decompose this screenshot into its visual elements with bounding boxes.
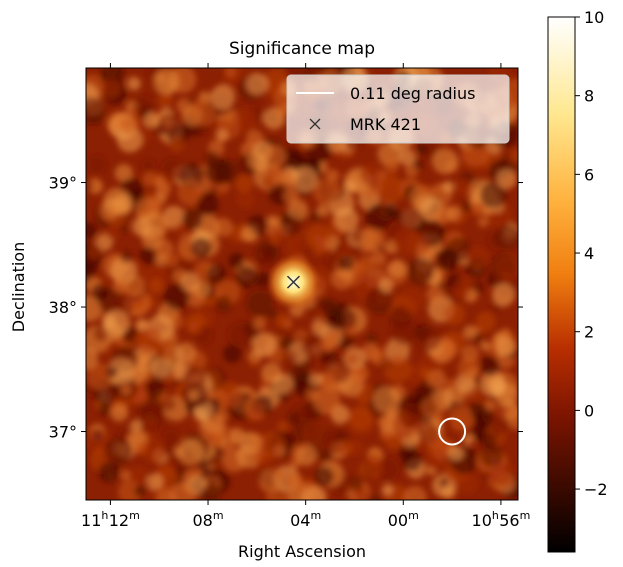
legend-label-radius: 0.11 deg radius	[350, 84, 475, 103]
chart-title: Significance map	[229, 39, 375, 59]
legend-x-marker	[309, 118, 321, 130]
legend-label-source: MRK 421	[350, 115, 421, 134]
colorbar-tick-label: 4	[584, 244, 594, 263]
legend-box	[286, 74, 510, 144]
x-tick-label: 04m	[290, 509, 321, 530]
y-axis-ticks: 39° 38° 37°	[49, 174, 523, 442]
colorbar: 10 8 6 4 2 0 −2	[547, 8, 608, 553]
colorbar-tick-label: −2	[584, 480, 608, 499]
colorbar-tick-label: 8	[584, 87, 594, 106]
x-axis-label: Right Ascension	[238, 542, 366, 561]
y-tick-label: 37°	[49, 423, 77, 442]
x-tick-label: 11h 12m	[81, 509, 140, 530]
legend: 0.11 deg radius MRK 421	[286, 74, 510, 144]
colorbar-tick-label: 0	[584, 401, 594, 420]
y-tick-label: 39°	[49, 174, 77, 193]
colorbar-gradient	[547, 16, 576, 553]
x-axis-ticks: 11h 12m 08m 04m 00m 10h 56m	[81, 63, 530, 530]
colorbar-tick-label: 2	[584, 323, 594, 342]
source-marker-x	[286, 275, 300, 289]
x-tick-label: 00m	[388, 509, 419, 530]
region-circle	[438, 417, 467, 446]
colorbar-tick-label: 6	[584, 165, 594, 184]
x-tick-label: 08m	[192, 509, 223, 530]
x-tick-label: 10h 56m	[472, 509, 531, 530]
colorbar-tick-label: 10	[584, 8, 604, 27]
y-tick-label: 38°	[49, 298, 77, 317]
y-axis-label: Declination	[9, 242, 28, 332]
colorbar-ticks: 10 8 6 4 2 0 −2	[575, 8, 608, 499]
map-frame	[85, 67, 519, 501]
